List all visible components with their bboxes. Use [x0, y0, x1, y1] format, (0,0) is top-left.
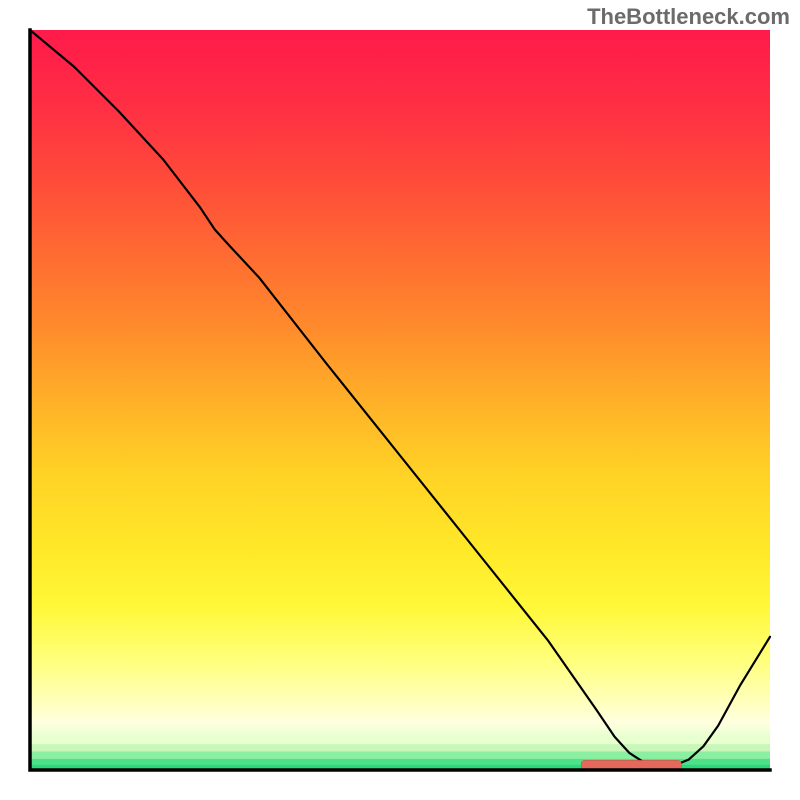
- gradient-background: [30, 30, 770, 770]
- heatmap-chart: [0, 0, 800, 800]
- watermark-label: TheBottleneck.com: [587, 4, 790, 30]
